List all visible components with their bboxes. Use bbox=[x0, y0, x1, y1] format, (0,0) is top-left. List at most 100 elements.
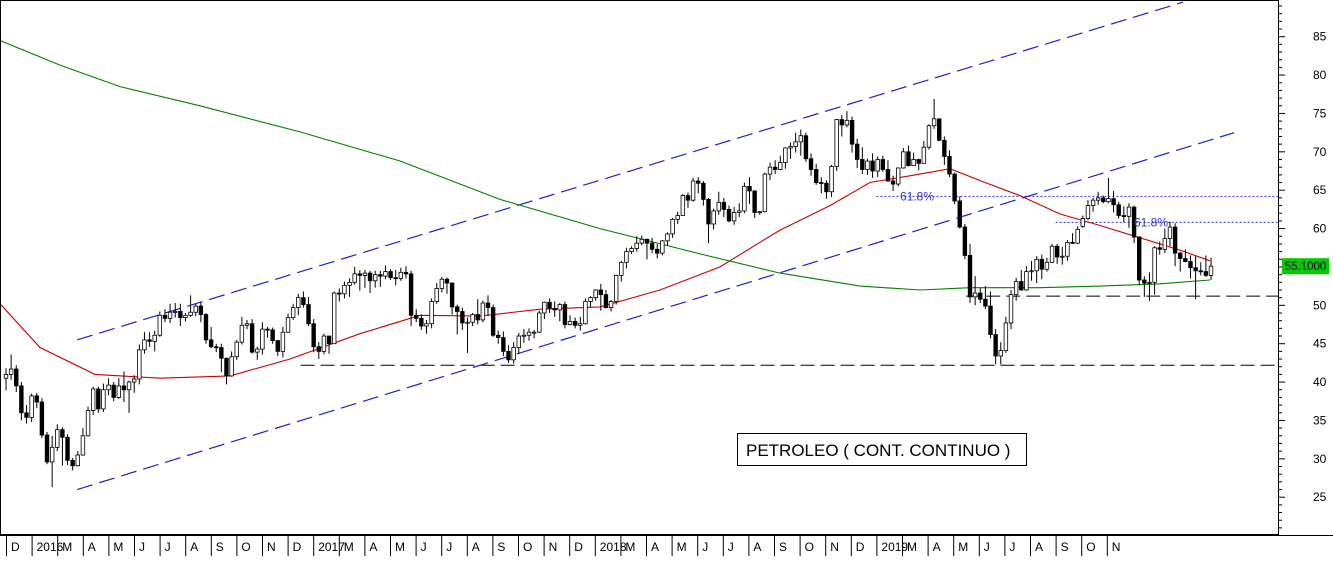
candle-body bbox=[624, 251, 629, 263]
candle-body bbox=[408, 273, 414, 316]
candle-body bbox=[485, 302, 491, 309]
candle-body bbox=[372, 274, 378, 282]
x-tick-label: O bbox=[1086, 540, 1095, 554]
x-tick-label: S bbox=[1061, 540, 1069, 554]
candle-body bbox=[3, 373, 9, 379]
moving-average-line bbox=[0, 39, 1211, 291]
x-tick-label: J bbox=[139, 540, 145, 554]
candle-body bbox=[962, 226, 968, 256]
x-tick-label: M bbox=[113, 540, 123, 554]
x-tick-label: D bbox=[574, 540, 583, 554]
candle-body bbox=[1024, 271, 1029, 291]
candle-body bbox=[813, 169, 819, 183]
candle-body bbox=[583, 301, 588, 325]
x-tick-label: J bbox=[1009, 540, 1015, 554]
x-tick-label: O bbox=[241, 540, 250, 554]
candle-body bbox=[1039, 258, 1044, 270]
candle-body bbox=[429, 301, 434, 325]
candle-body bbox=[152, 334, 157, 342]
candle-body bbox=[942, 139, 947, 157]
candle-body bbox=[947, 156, 952, 175]
candle-body bbox=[772, 166, 778, 170]
candle-body bbox=[747, 185, 752, 192]
candle-body bbox=[675, 215, 680, 220]
candle-body bbox=[901, 151, 906, 169]
candle-body bbox=[449, 282, 455, 308]
candle-body bbox=[506, 350, 511, 361]
candle-body bbox=[1029, 270, 1034, 273]
candle-body bbox=[588, 297, 593, 302]
candle-body bbox=[552, 307, 557, 311]
candle-body bbox=[916, 159, 921, 164]
candle-body bbox=[60, 429, 65, 438]
x-tick-label: O bbox=[805, 540, 814, 554]
candle-body bbox=[162, 314, 168, 319]
candle-body bbox=[844, 119, 850, 126]
candle-body bbox=[1147, 281, 1152, 284]
candle-body bbox=[1116, 204, 1121, 216]
candle-body bbox=[65, 436, 70, 461]
x-tick-label: M bbox=[625, 540, 635, 554]
candle-body bbox=[357, 273, 363, 276]
candle-body bbox=[1090, 199, 1096, 206]
candle-body bbox=[1075, 228, 1080, 244]
candle-body bbox=[511, 347, 516, 361]
candle-body bbox=[854, 143, 860, 160]
candle-body bbox=[1198, 270, 1203, 273]
candle-body bbox=[896, 167, 901, 185]
candle-body bbox=[1049, 245, 1055, 263]
candle-body bbox=[701, 182, 706, 200]
candle-body bbox=[1060, 255, 1065, 258]
trend-channel-line bbox=[77, 1, 1184, 341]
x-tick-label: J bbox=[984, 540, 990, 554]
candle-body bbox=[337, 292, 342, 295]
candle-body bbox=[260, 328, 265, 350]
candle-body bbox=[972, 292, 978, 298]
x-tick-label: 2019 bbox=[881, 540, 908, 554]
title-box bbox=[737, 433, 1027, 466]
last-price-tag bbox=[1282, 258, 1329, 275]
candle-body bbox=[90, 388, 96, 411]
candle-body bbox=[906, 151, 911, 167]
candle-body bbox=[173, 311, 178, 313]
candle-body bbox=[290, 307, 296, 319]
candle-body bbox=[306, 304, 311, 325]
candle-body bbox=[121, 385, 127, 391]
candle-body bbox=[921, 146, 927, 164]
x-tick-label: J bbox=[421, 540, 427, 554]
candle-body bbox=[1157, 247, 1162, 250]
candle-body bbox=[131, 378, 137, 383]
candle-body bbox=[460, 311, 465, 324]
x-tick-label: 2016 bbox=[37, 540, 64, 554]
candle-body bbox=[911, 159, 916, 167]
candle-body bbox=[193, 305, 198, 313]
candle-body bbox=[75, 454, 80, 467]
candle-body bbox=[634, 242, 639, 249]
candle-body bbox=[265, 328, 270, 331]
candle-body bbox=[998, 350, 1003, 357]
candle-body bbox=[875, 159, 880, 172]
candle-body bbox=[788, 146, 793, 149]
x-tick-label: D bbox=[293, 540, 302, 554]
candle-body bbox=[342, 284, 347, 295]
candle-body bbox=[1126, 206, 1132, 217]
x-tick-label: N bbox=[549, 540, 558, 554]
candle-body bbox=[1208, 265, 1214, 276]
candle-body bbox=[352, 273, 357, 283]
candle-body bbox=[762, 173, 768, 213]
candle-body bbox=[316, 346, 321, 352]
candle-body bbox=[224, 357, 229, 377]
candle-body bbox=[931, 118, 937, 127]
candle-body bbox=[819, 182, 824, 184]
x-tick-label: J bbox=[446, 540, 452, 554]
x-tick-label: A bbox=[472, 540, 480, 554]
candle-body bbox=[70, 459, 75, 467]
candle-body bbox=[255, 348, 260, 353]
fibonacci-label: 61.8% bbox=[1134, 215, 1168, 229]
y-tick-label: 70 bbox=[1313, 145, 1327, 159]
candle-body bbox=[55, 429, 60, 448]
candle-body bbox=[531, 331, 537, 334]
